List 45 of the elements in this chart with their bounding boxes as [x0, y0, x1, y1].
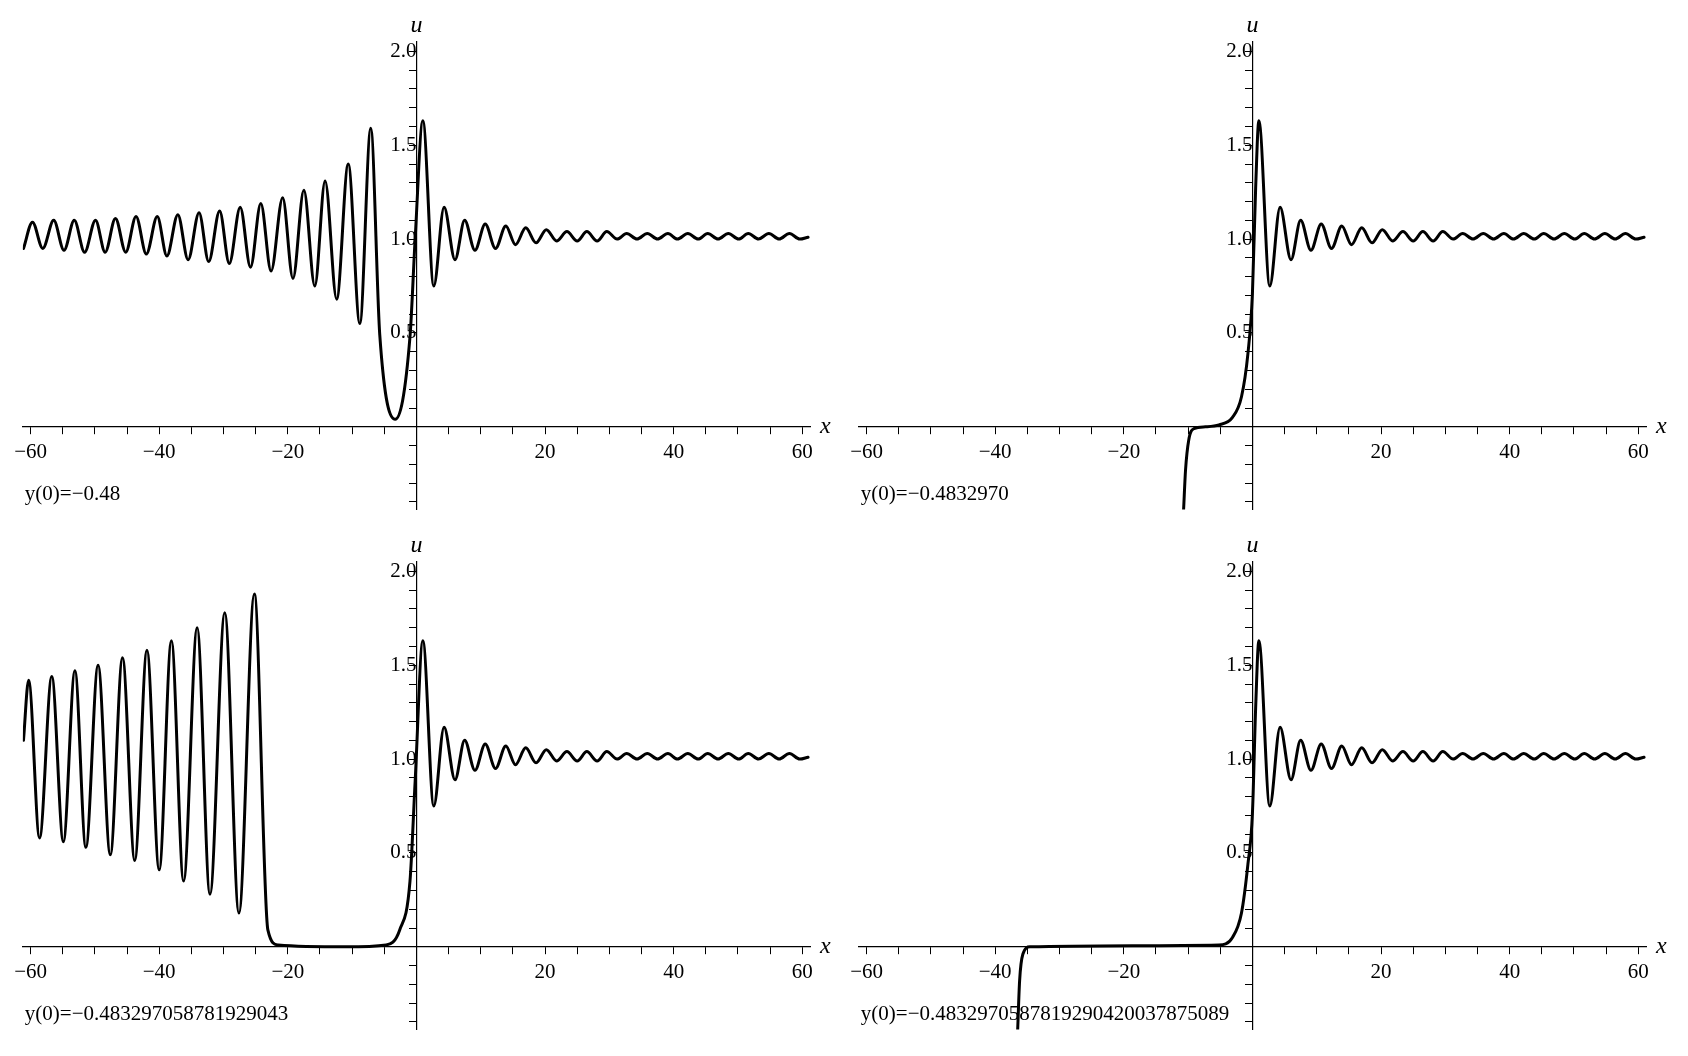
x-tick-label: 60 — [791, 438, 813, 463]
y-tick-label: 1.5 — [390, 131, 417, 156]
x-axis-title: x — [1655, 412, 1667, 439]
y-axis-title: u — [410, 531, 423, 558]
y-tick-label: 1.5 — [1226, 131, 1253, 156]
y-axis-title: u — [410, 11, 423, 38]
y-tick-label: 2.0 — [1226, 37, 1253, 62]
x-axis-title: x — [819, 932, 831, 959]
x-tick-label: 40 — [1499, 438, 1521, 463]
y-axis-title: u — [1246, 531, 1259, 558]
y-axis-title: u — [1246, 11, 1259, 38]
x-tick-label: 20 — [1370, 958, 1392, 983]
x-tick-label: 20 — [534, 438, 556, 463]
x-tick-label: −40 — [142, 958, 176, 983]
annotation: y(0)=−0.4832970 — [860, 481, 1009, 506]
x-axis-title: x — [1655, 932, 1667, 959]
x-tick-label: −40 — [142, 438, 176, 463]
x-tick-label: 60 — [791, 958, 813, 983]
x-tick-label: 60 — [1627, 438, 1649, 463]
x-tick-label: 40 — [663, 958, 685, 983]
x-tick-label: −40 — [978, 958, 1012, 983]
x-tick-label: −20 — [1107, 958, 1141, 983]
y-tick-label: 1.5 — [1226, 651, 1253, 676]
x-tick-label: 40 — [663, 438, 685, 463]
y-tick-label: 1.0 — [1226, 745, 1253, 770]
x-tick-label: −20 — [271, 958, 305, 983]
x-tick-label: 20 — [534, 958, 556, 983]
y-tick-label: 2.0 — [390, 557, 417, 582]
x-tick-label: −60 — [850, 438, 883, 463]
x-tick-label: −40 — [978, 438, 1012, 463]
y-tick-label: 2.0 — [390, 37, 417, 62]
x-tick-label: −60 — [850, 958, 883, 983]
x-axis-title: x — [819, 412, 831, 439]
annotation: y(0)=−0.483297058781929043 — [24, 1001, 289, 1026]
x-tick-label: 20 — [1370, 438, 1392, 463]
x-tick-label: 60 — [1627, 958, 1649, 983]
annotation: y(0)=−0.48 — [24, 481, 121, 506]
y-tick-label: 1.5 — [390, 651, 417, 676]
x-tick-label: −20 — [1107, 438, 1141, 463]
x-tick-label: 40 — [1499, 958, 1521, 983]
y-tick-label: 2.0 — [1226, 557, 1253, 582]
y-tick-label: 1.0 — [1226, 225, 1253, 250]
x-tick-label: −20 — [271, 438, 305, 463]
x-tick-label: −60 — [14, 438, 47, 463]
x-tick-label: −60 — [14, 958, 47, 983]
